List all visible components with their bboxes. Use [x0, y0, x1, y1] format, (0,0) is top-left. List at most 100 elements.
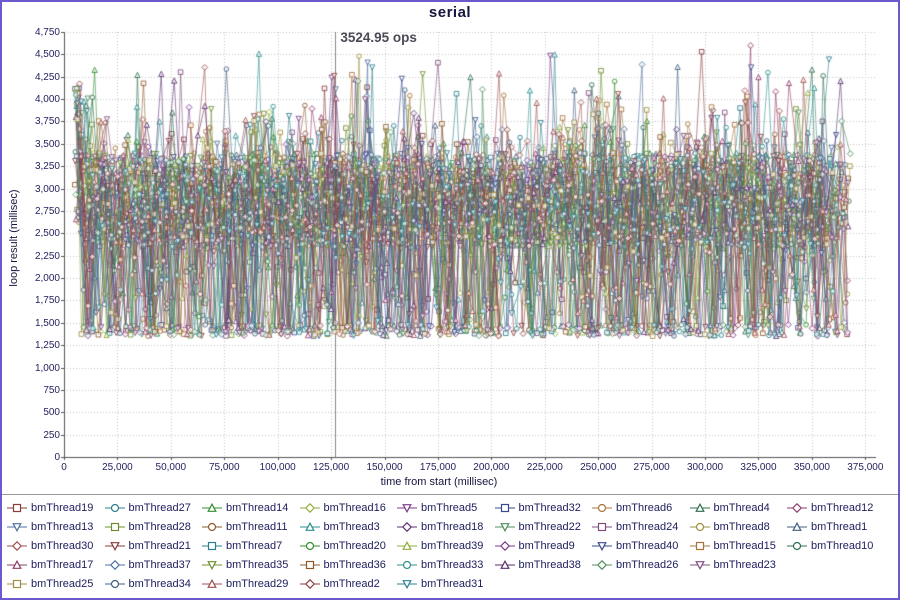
legend-marker-icon: [494, 540, 515, 551]
legend-item: bmThread28: [104, 521, 202, 533]
legend-marker-icon: [689, 541, 710, 550]
x-tick-label: 25,000: [102, 462, 133, 473]
legend-item: bmThread39: [396, 540, 494, 552]
legend-row: bmThread17 bmThread37 bmThread35 bmThread36…: [6, 555, 898, 574]
legend-marker-icon: [494, 522, 515, 532]
legend-item: bmThread40: [591, 540, 689, 552]
legend-item-label: bmThread6: [616, 501, 673, 514]
legend-row: bmThread19 bmThread27 bmThread14 bmThread16…: [6, 498, 898, 517]
legend-item: bmThread4: [689, 502, 787, 514]
x-tick-label: 200,000: [473, 462, 510, 473]
legend-marker-icon: [299, 560, 320, 569]
legend-item-label: bmThread37: [128, 558, 191, 571]
legend-item: bmThread36: [299, 559, 397, 571]
y-tick-label: 4,500: [34, 49, 60, 61]
legend-item-label: bmThread32: [518, 501, 581, 514]
legend-marker-icon: [592, 559, 612, 570]
legend-marker-icon: [7, 579, 27, 588]
legend-marker-icon: [104, 522, 125, 531]
legend-item: bmThread20: [299, 540, 397, 552]
y-tick-label: 2,500: [34, 228, 60, 240]
legend-marker-icon: [592, 503, 612, 512]
legend-marker-icon: [397, 560, 417, 569]
legend-marker-icon: [104, 503, 125, 512]
x-tick-label: 0: [61, 462, 67, 473]
legend-marker-icon: [689, 560, 710, 570]
legend-marker-icon: [202, 541, 222, 550]
legend-item-label: bmThread26: [616, 558, 679, 571]
legend-item: bmThread2: [299, 578, 397, 590]
legend-marker-icon: [397, 521, 417, 532]
legend-marker-icon: [494, 503, 515, 512]
legend-item: bmThread18: [396, 521, 494, 533]
legend-marker-icon: [7, 503, 27, 512]
legend: bmThread19 bmThread27 bmThread14 bmThread16…: [2, 494, 898, 598]
legend-marker-icon: [104, 559, 125, 570]
legend-item-label: bmThread33: [421, 558, 484, 571]
legend-item: bmThread38: [494, 559, 592, 571]
legend-item-label: bmThread16: [323, 501, 386, 514]
y-tick-label: 250: [43, 429, 60, 441]
legend-item: bmThread16: [299, 502, 397, 514]
legend-marker-icon: [299, 541, 320, 550]
legend-row: bmThread25 bmThread34 bmThread29 bmThread2 b…: [6, 574, 898, 593]
y-tick-label: 1,250: [34, 340, 60, 352]
legend-item-label: bmThread35: [226, 558, 289, 571]
y-tick-label: 3,250: [34, 161, 60, 173]
legend-item-label: bmThread14: [226, 501, 289, 514]
legend-item: bmThread26: [591, 559, 689, 571]
legend-item: bmThread24: [591, 521, 689, 533]
legend-item: bmThread13: [6, 521, 104, 533]
x-tick-label: 150,000: [366, 462, 403, 473]
x-tick-label: 325,000: [740, 462, 777, 473]
x-tick-label: 50,000: [155, 462, 187, 473]
legend-item: bmThread23: [689, 559, 787, 571]
legend-marker-icon: [202, 560, 222, 570]
legend-item: bmThread21: [104, 540, 202, 552]
y-tick-label: 2,250: [34, 250, 60, 262]
legend-item: bmThread8: [689, 521, 787, 533]
legend-item-label: bmThread25: [31, 577, 94, 590]
legend-marker-icon: [689, 522, 710, 531]
legend-item-label: bmThread29: [226, 577, 289, 590]
legend-marker-icon: [104, 541, 125, 551]
legend-marker-icon: [787, 502, 807, 513]
legend-marker-icon: [202, 578, 222, 588]
legend-item-label: bmThread2: [323, 577, 380, 590]
legend-marker-icon: [787, 521, 807, 531]
legend-item-label: bmThread40: [616, 539, 679, 552]
legend-item-label: bmThread20: [323, 539, 386, 552]
legend-item: bmThread37: [104, 559, 202, 571]
legend-item-label: bmThread39: [421, 539, 484, 552]
y-tick-label: 2,000: [34, 273, 60, 285]
y-tick-label: 3,000: [34, 183, 60, 195]
legend-item-label: bmThread13: [31, 520, 94, 533]
x-tick-label: 300,000: [686, 462, 724, 473]
legend-item-label: bmThread12: [811, 501, 874, 514]
legend-item-label: bmThread15: [713, 539, 776, 552]
y-tick-label: 500: [43, 407, 60, 419]
x-tick-label: 225,000: [526, 462, 563, 473]
legend-item: bmThread22: [494, 521, 592, 533]
legend-item: bmThread31: [396, 578, 494, 590]
plot-area: loop result (millisec) 0 250 500 750 1,000 1,…: [2, 26, 898, 494]
legend-item-label: bmThread1: [811, 520, 868, 533]
legend-item: bmThread9: [494, 540, 592, 552]
x-tick-label: 75,000: [208, 462, 240, 473]
legend-item: bmThread35: [201, 559, 299, 571]
legend-marker-icon: [7, 522, 27, 532]
legend-marker-icon: [397, 540, 417, 550]
y-tick-label: 4,750: [34, 27, 60, 38]
legend-marker-icon: [397, 503, 417, 513]
y-tick-label: 2,750: [34, 205, 60, 217]
x-tick-label: 250,000: [580, 462, 617, 473]
legend-item-label: bmThread4: [713, 501, 770, 514]
legend-marker-icon: [592, 541, 612, 551]
legend-item: bmThread7: [201, 540, 299, 552]
legend-row: bmThread30 bmThread21 bmThread7 bmThread20 b…: [6, 536, 898, 555]
legend-item-label: bmThread17: [31, 558, 94, 571]
legend-item-label: bmThread9: [518, 539, 575, 552]
legend-item: bmThread29: [201, 578, 299, 590]
legend-item-label: bmThread8: [713, 520, 770, 533]
